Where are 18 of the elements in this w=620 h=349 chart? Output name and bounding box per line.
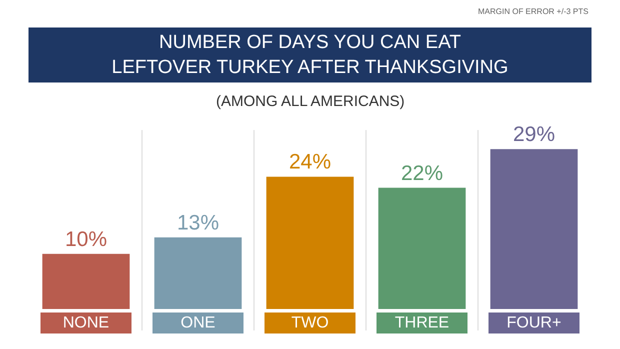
x-tick-label: NONE [62, 314, 110, 332]
chart-subtitle: (AMONG ALL AMERICANS) [216, 93, 405, 110]
data-label: 13% [176, 211, 220, 234]
x-tick-label: FOUR+ [506, 314, 562, 332]
data-label: 10% [64, 228, 108, 251]
data-label: 29% [512, 123, 556, 146]
x-tick-label: THREE [394, 314, 450, 332]
bar [378, 188, 466, 309]
bar [490, 149, 578, 309]
data-label: 22% [400, 162, 444, 185]
bar [42, 254, 130, 309]
text: MARGIN OF ERROR +/-3 PTS [478, 7, 588, 16]
data-label: 24% [288, 150, 332, 174]
x-tick-label: ONE [180, 314, 216, 332]
chart-title: NUMBER OF DAYS YOU CAN EAT LEFTOVER TURKEY AFTER THANKSGIVING [112, 32, 508, 78]
x-tick-label: TWO [291, 314, 329, 332]
bar [154, 237, 242, 309]
bar [266, 176, 354, 309]
